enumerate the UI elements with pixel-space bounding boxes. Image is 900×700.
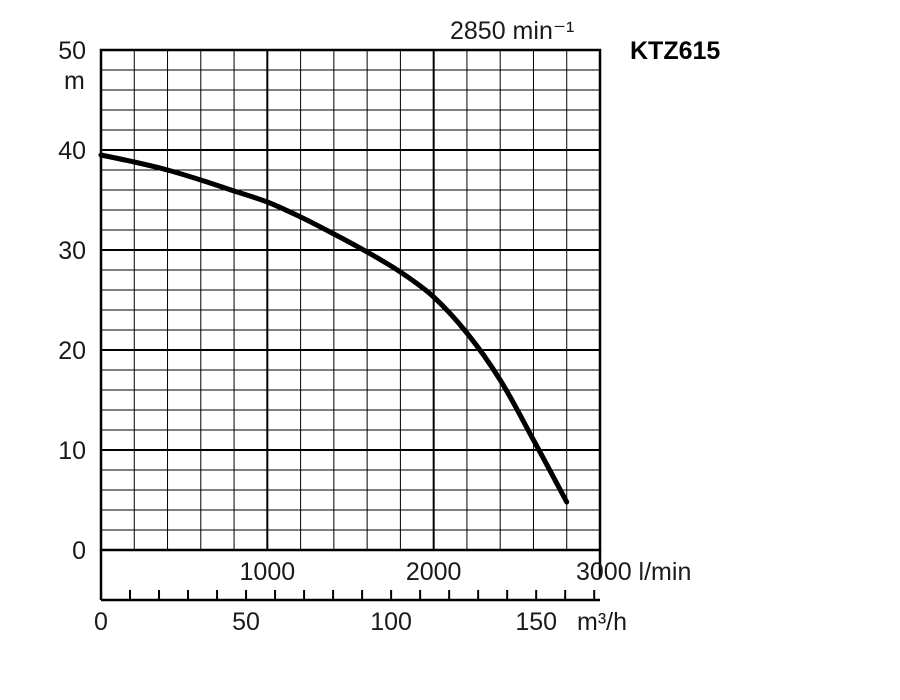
axes: [99, 48, 602, 602]
y-axis-unit-label: m: [64, 67, 85, 95]
grid-major: [100, 49, 601, 551]
speed-label: 2850 min⁻¹: [450, 17, 574, 45]
head-curve: [98, 152, 570, 505]
y-tick-label: 20: [58, 337, 86, 365]
y-tick-label: 10: [58, 437, 86, 465]
x-tick-label: 2000: [406, 558, 462, 586]
x-tick-label: 1000: [240, 558, 296, 586]
labels: 0 50 100 150 m³/h 1000 2000 3000 l/min 0 10 20 30 40…: [58, 37, 691, 636]
x2-tick-label: 150: [515, 608, 557, 636]
x2-unit-label: m³/h: [577, 608, 627, 636]
x-tick-label: 3000 l/min: [576, 558, 691, 586]
y-tick-label: 0: [72, 537, 86, 565]
plot-frame: [99, 48, 602, 552]
y-tick-label: 50: [58, 37, 86, 65]
grid-minor: [101, 50, 600, 550]
x2-tick-label: 100: [370, 608, 412, 636]
y-tick-label: 30: [58, 237, 86, 265]
model-label: KTZ615: [630, 37, 720, 65]
x2-tick-label: 0: [94, 608, 108, 636]
x2-tick-label: 50: [232, 608, 260, 636]
y-tick-label: 40: [58, 137, 86, 165]
